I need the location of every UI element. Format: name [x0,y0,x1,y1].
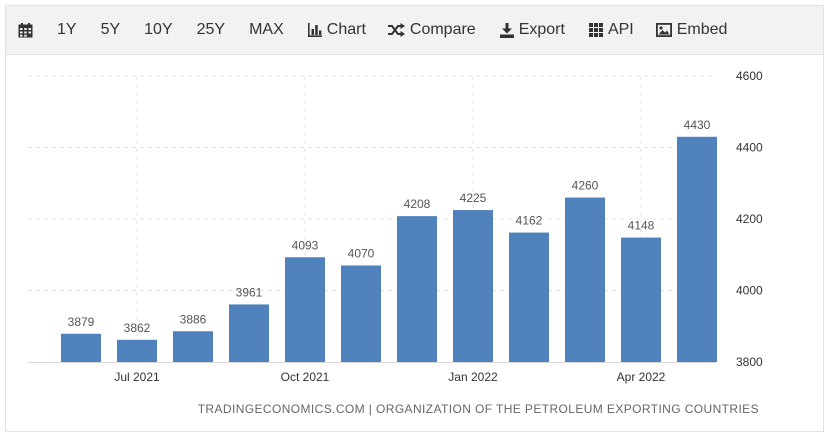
bar [285,257,325,362]
range-25y-button[interactable]: 25Y [197,6,225,54]
bar [677,136,717,362]
compare-button[interactable]: Compare [387,6,476,54]
bar [229,304,269,362]
data-label: 4208 [404,197,431,211]
chart-type-button[interactable]: Chart [307,6,366,54]
bar [397,216,437,362]
chart-area: 3800 4000 4200 4400 4600 Jul 2021 Oct 2021 Jan … [6,54,823,431]
download-icon [499,22,514,38]
range-1y-label: 1Y [57,21,77,38]
grid-icon [588,23,603,37]
y-tick-label: 3800 [736,355,763,369]
api-button[interactable]: API [588,6,634,54]
x-tick-label: Jan 2022 [448,370,498,384]
source-attribution: TRADINGECONOMICS.COM | ORGANIZATION OF T… [197,402,759,416]
data-label: 4260 [572,179,599,193]
shuffle-icon [387,23,405,37]
range-1y-button[interactable]: 1Y [57,6,77,54]
data-label: 4148 [628,219,655,233]
data-label: 4093 [292,238,319,252]
range-25y-label: 25Y [196,21,226,38]
chart-frame: 1Y 5Y 10Y 25Y MAX Chart Compare [5,5,824,432]
x-tick-label: Jul 2021 [114,370,160,384]
export-button[interactable]: Export [499,6,565,54]
calendar-button[interactable] [18,6,33,54]
chart-type-label: Chart [326,21,366,38]
bar [453,210,493,362]
y-tick-label: 4000 [736,284,763,298]
compare-label: Compare [409,21,476,38]
y-tick-label: 4600 [736,69,763,83]
bar [621,237,661,362]
calendar-icon [18,22,33,37]
data-label: 3879 [68,315,95,329]
embed-label: Embed [676,21,728,38]
data-label: 3886 [180,312,207,326]
bar [173,331,213,362]
range-5y-label: 5Y [100,21,121,38]
data-label: 3961 [236,285,263,299]
x-tick-label: Apr 2022 [617,370,666,384]
bar-chart-icon [307,23,322,37]
range-max-button[interactable]: MAX [249,6,284,54]
toolbar: 1Y 5Y 10Y 25Y MAX Chart Compare [6,6,823,55]
y-tick-label: 4200 [736,212,763,226]
range-10y-button[interactable]: 10Y [144,6,172,54]
y-tick-label: 4400 [736,141,763,155]
bar-chart: 3800 4000 4200 4400 4600 Jul 2021 Oct 2021 Jan … [28,69,763,384]
image-icon [655,23,672,37]
embed-button[interactable]: Embed [655,6,728,54]
range-5y-button[interactable]: 5Y [101,6,121,54]
export-label: Export [518,21,565,38]
api-label: API [607,21,634,38]
bar [509,232,549,362]
data-label: 3862 [124,321,151,335]
data-label: 4430 [684,118,711,132]
range-max-label: MAX [249,21,284,38]
data-label: 4162 [516,214,543,228]
bar [61,333,101,362]
data-label: 4070 [348,246,375,260]
bar [341,265,381,362]
x-tick-label: Oct 2021 [281,370,330,384]
bar [565,197,605,362]
bar [117,339,157,362]
data-label: 4225 [460,191,487,205]
range-10y-label: 10Y [144,21,173,38]
